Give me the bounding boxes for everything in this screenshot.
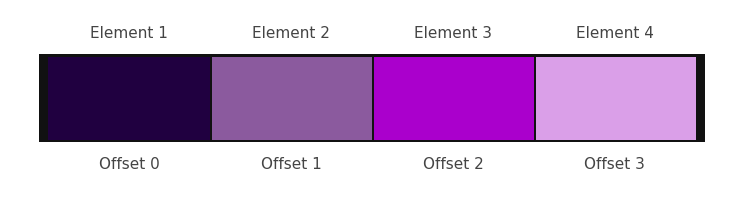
Text: Element 1: Element 1 [90, 26, 168, 41]
Text: Offset 1: Offset 1 [260, 157, 321, 171]
Text: Element 2: Element 2 [252, 26, 330, 41]
Text: Offset 0: Offset 0 [99, 157, 160, 171]
Text: Offset 3: Offset 3 [584, 157, 645, 171]
Text: Element 3: Element 3 [414, 26, 492, 41]
Bar [536, 58, 696, 140]
Bar [39, 55, 705, 143]
Text: Element 4: Element 4 [576, 26, 654, 41]
Text: Offset 2: Offset 2 [423, 157, 484, 171]
Bar [374, 58, 534, 140]
Bar [48, 58, 210, 140]
Bar [213, 58, 372, 140]
